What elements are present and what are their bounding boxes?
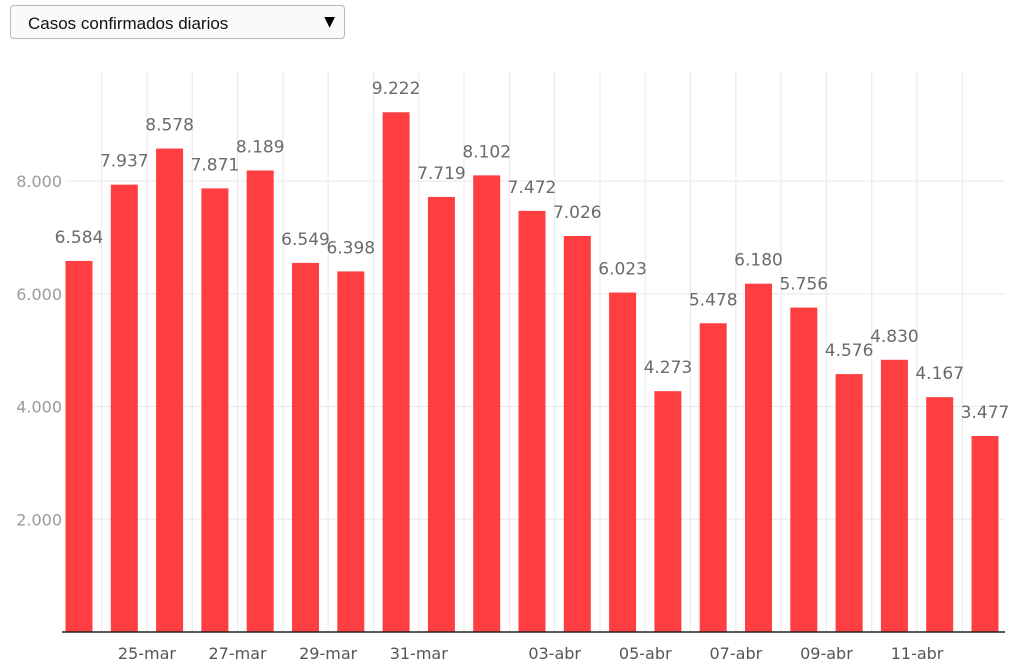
bar-value-label: 6.180	[734, 251, 783, 271]
x-tick-label: 11-abr	[891, 644, 944, 663]
bar-value-label: 7.937	[100, 152, 149, 172]
bar-value-label: 6.023	[598, 260, 647, 280]
bar-value-label: 3.477	[961, 403, 1010, 423]
y-tick-label: 8.000	[16, 172, 62, 191]
bar[interactable]	[427, 196, 455, 632]
bar-value-label: 4.273	[644, 358, 693, 378]
y-tick-label: 6.000	[16, 285, 62, 304]
bar[interactable]	[201, 188, 229, 632]
bar[interactable]	[609, 292, 637, 632]
bar-value-label: 8.578	[145, 116, 194, 136]
x-tick-label: 29-mar	[299, 644, 358, 663]
y-tick-label: 2.000	[16, 510, 62, 529]
bar[interactable]	[880, 359, 908, 632]
bar-value-label: 4.576	[825, 341, 874, 361]
bar[interactable]	[473, 175, 501, 632]
bar[interactable]	[563, 236, 591, 632]
x-tick-label: 03-abr	[528, 644, 581, 663]
bar-value-label: 4.830	[870, 327, 919, 347]
x-tick-label: 07-abr	[710, 644, 763, 663]
bar-value-label: 6.549	[281, 230, 330, 250]
x-tick-label: 27-mar	[208, 644, 267, 663]
bar[interactable]	[926, 397, 954, 632]
x-tick-label: 31-mar	[390, 644, 449, 663]
bar[interactable]	[246, 170, 274, 632]
bar-value-label: 9.222	[372, 79, 421, 99]
bar[interactable]	[654, 391, 682, 632]
metric-select-value: Casos confirmados diarios	[28, 14, 229, 33]
bar[interactable]	[745, 283, 772, 632]
metric-select[interactable]: Casos confirmados diarios ▼	[10, 5, 345, 39]
bar-value-label: 7.871	[191, 155, 240, 175]
triangle-down-icon[interactable]: ▼	[324, 14, 335, 30]
bar[interactable]	[971, 436, 999, 632]
x-tick-label: 05-abr	[619, 644, 672, 663]
bar[interactable]	[518, 210, 546, 632]
bar-value-label: 5.478	[689, 290, 738, 310]
bar[interactable]	[337, 271, 365, 632]
chart-bars	[65, 112, 999, 633]
bar[interactable]	[65, 260, 93, 632]
bar-value-label: 8.102	[462, 142, 511, 162]
y-tick-label: 4.000	[16, 398, 62, 417]
bar[interactable]	[699, 323, 727, 632]
bar-value-label: 6.398	[326, 238, 375, 258]
bar[interactable]	[110, 184, 138, 632]
bar-value-label: 5.756	[779, 275, 828, 295]
bar[interactable]	[790, 307, 818, 632]
bar[interactable]	[835, 374, 863, 632]
x-tick-label: 25-mar	[118, 644, 177, 663]
bar-value-label: 7.026	[553, 203, 602, 223]
bar-value-label: 7.719	[417, 164, 466, 184]
bar[interactable]	[292, 262, 319, 632]
x-tick-label: 09-abr	[800, 644, 853, 663]
bar-value-label: 6.584	[55, 228, 104, 248]
bar[interactable]	[156, 148, 184, 632]
bar-value-label: 7.472	[508, 178, 557, 198]
bar-value-label: 8.189	[236, 137, 285, 157]
bar-value-label: 4.167	[915, 364, 964, 384]
y-axis: 2.000 4.000 6.000 8.000	[16, 172, 62, 529]
x-axis: 25-mar 27-mar 29-mar 31-mar 03-abr 05-abr 07-a…	[62, 631, 1005, 663]
bar[interactable]	[382, 112, 410, 633]
